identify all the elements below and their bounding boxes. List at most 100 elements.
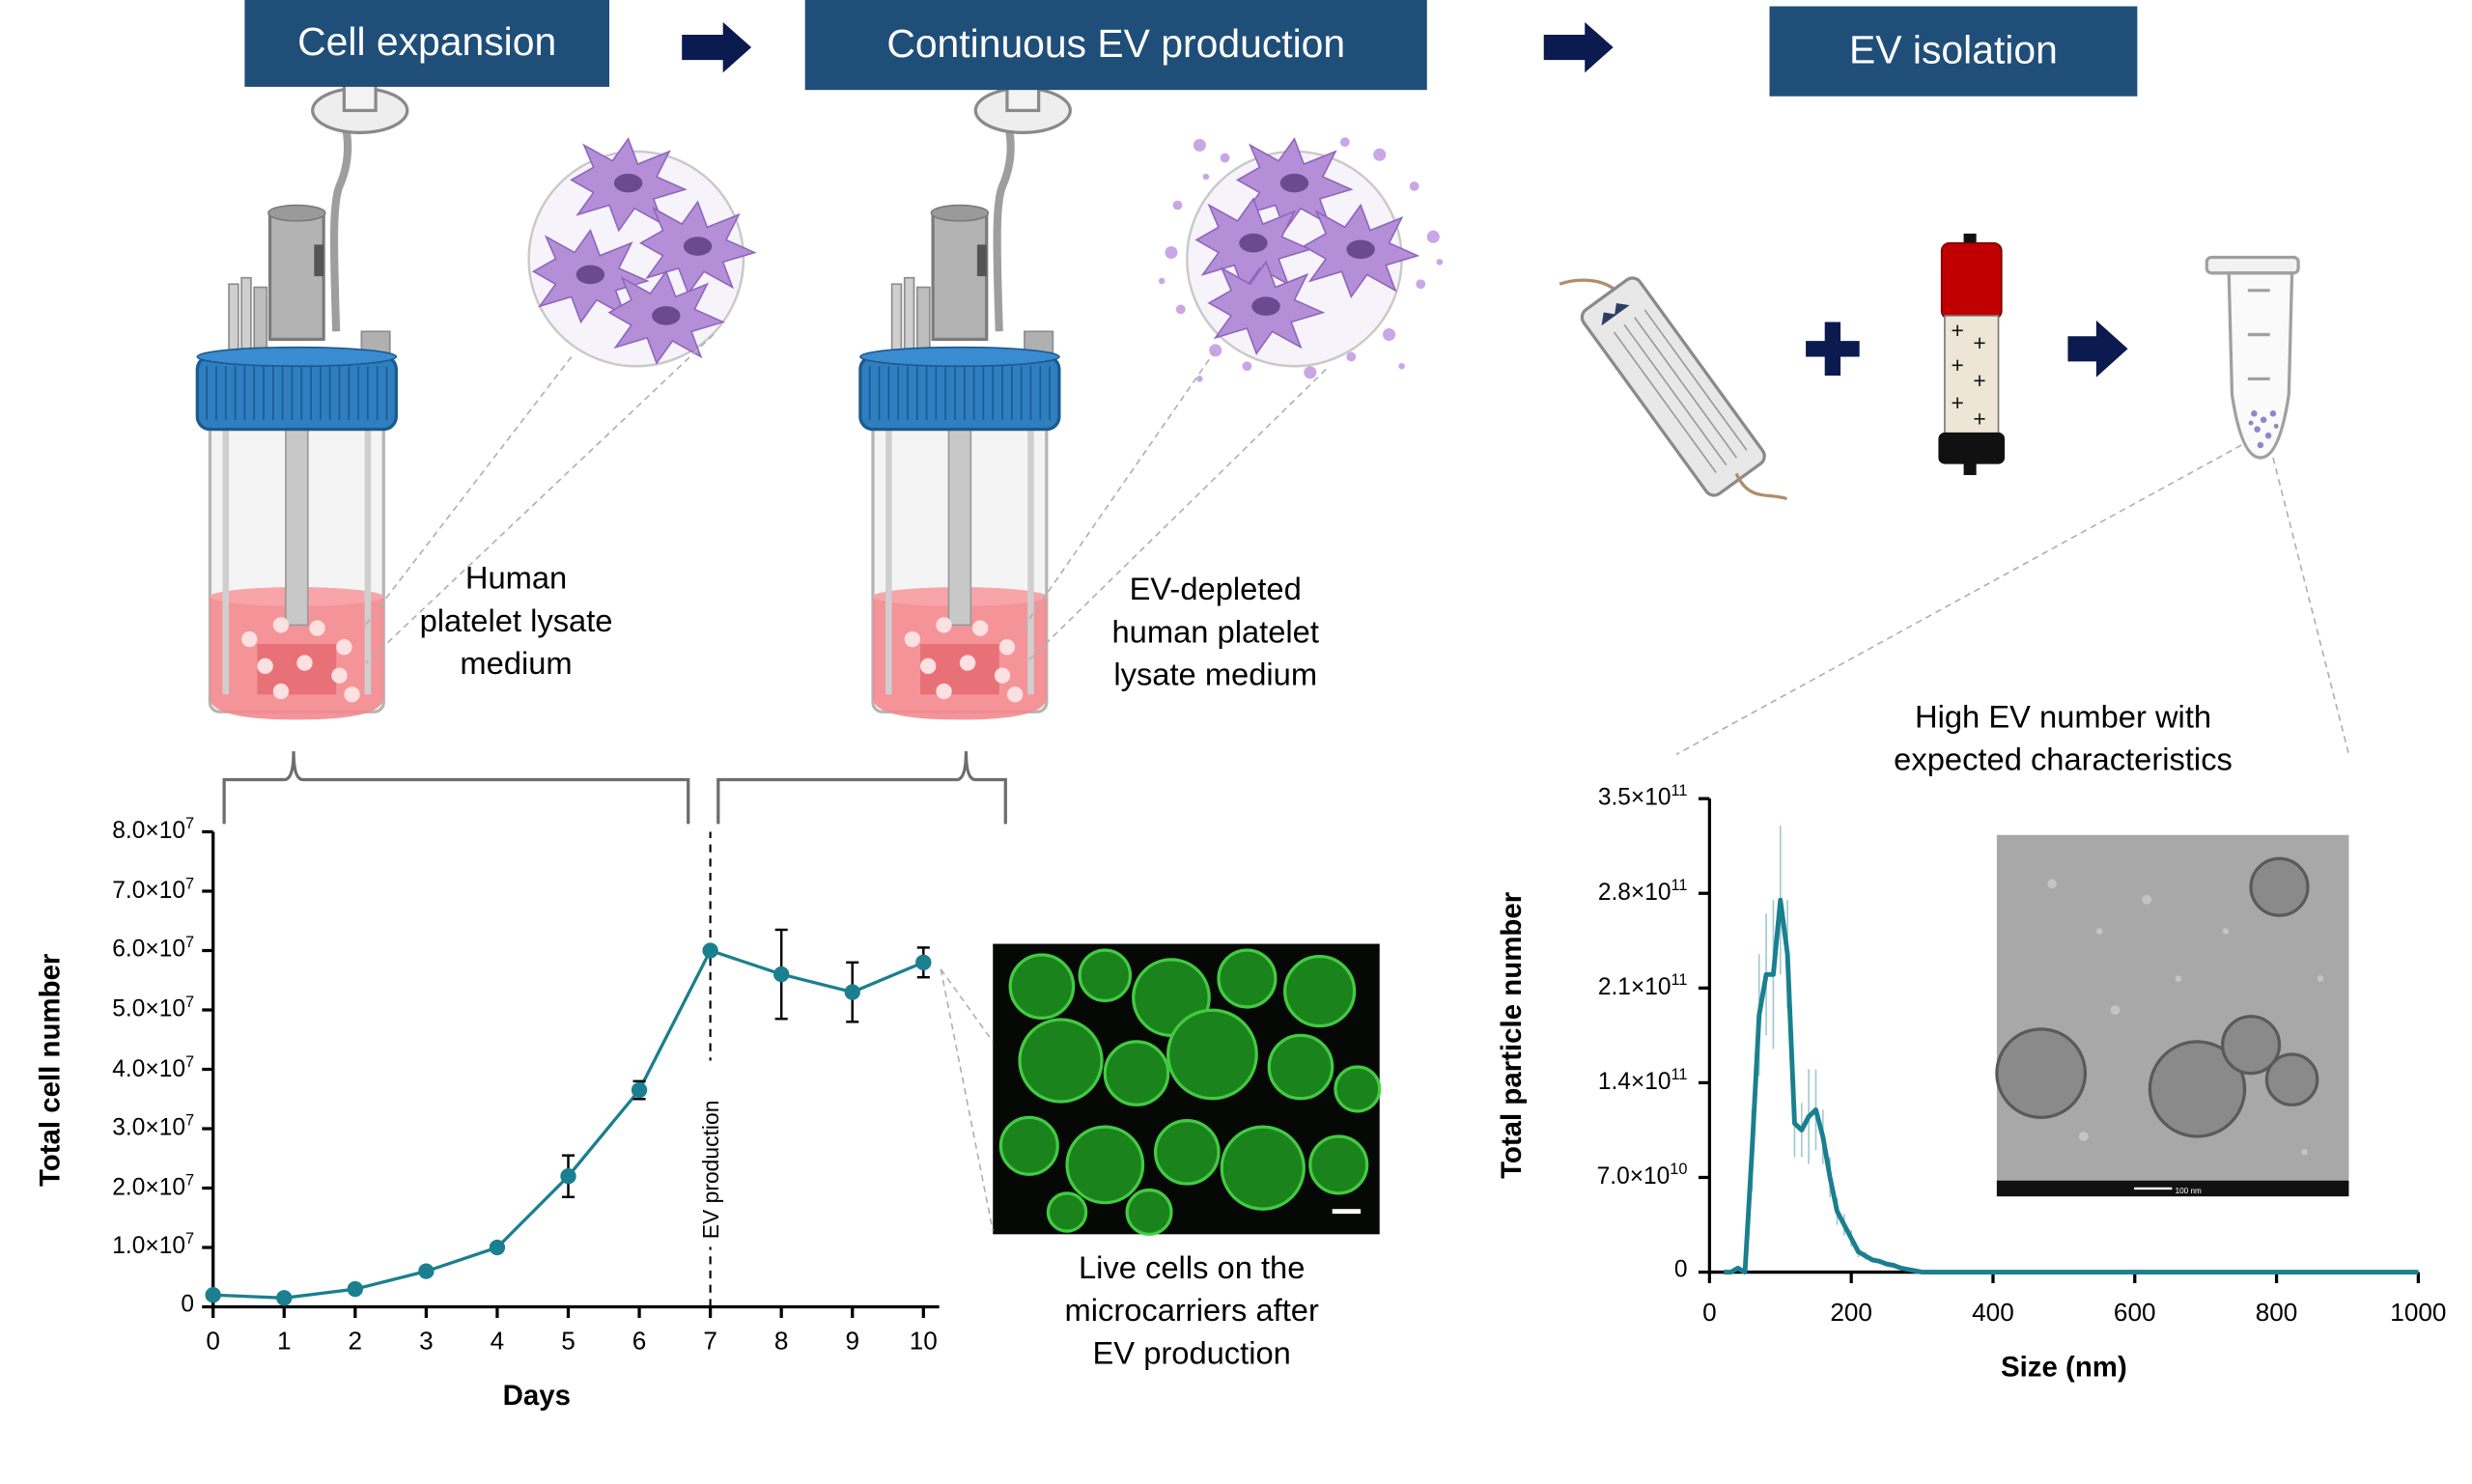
brace-expansion bbox=[222, 751, 690, 825]
tick-mantissa: 1.4×10 bbox=[1597, 1068, 1671, 1096]
step-label: Continuous EV production bbox=[886, 21, 1346, 67]
svg-text:+: + bbox=[1973, 406, 1985, 431]
tick-exponent: 7 bbox=[184, 1231, 195, 1249]
x-tick-label: 3 bbox=[419, 1329, 434, 1357]
series-line bbox=[212, 948, 924, 1300]
x-tick-label: 6 bbox=[632, 1329, 647, 1357]
data-point bbox=[560, 1168, 576, 1185]
svg-text:+: + bbox=[1951, 318, 1963, 343]
tick-exponent: 11 bbox=[1671, 877, 1688, 895]
y-tick-label: 1.0×107 bbox=[20, 1232, 194, 1260]
svg-text:+: + bbox=[1973, 330, 1985, 355]
bioreactor-illustration bbox=[860, 60, 1070, 719]
y-tick-label: 3.0×107 bbox=[20, 1113, 194, 1141]
tick-exponent: 10 bbox=[1670, 1162, 1688, 1180]
step-banner-continuous-production: Continuous EV production bbox=[804, 0, 1427, 91]
tick-mantissa: 2.8×10 bbox=[1597, 879, 1671, 907]
tff-cartridge-illustration bbox=[1559, 276, 1787, 501]
tick-mantissa: 3.5×10 bbox=[1597, 784, 1671, 812]
tick-mantissa: 7.0×10 bbox=[112, 877, 185, 905]
y-tick-label: 2.8×1011 bbox=[1514, 878, 1688, 906]
tem-scalebar-label: 100 nm bbox=[2176, 1187, 2202, 1195]
x-axis-label: Days bbox=[502, 1379, 571, 1412]
live-cells-caption: Live cells on the microcarriers after EV… bbox=[1064, 1251, 1319, 1372]
x-tick-label: 9 bbox=[845, 1329, 860, 1357]
data-point bbox=[489, 1239, 506, 1256]
y-tick-label: 8.0×107 bbox=[20, 816, 194, 844]
x-tick-label: 800 bbox=[2255, 1300, 2298, 1328]
data-point bbox=[347, 1280, 363, 1298]
data-point bbox=[276, 1290, 293, 1306]
cell-growth-chart: EV production bbox=[202, 829, 940, 1318]
ev-production-label: EV production bbox=[698, 1101, 723, 1240]
y-axis-label: Total particle number bbox=[1495, 891, 1528, 1179]
tick-mantissa: 0 bbox=[1673, 1256, 1688, 1284]
data-point bbox=[702, 942, 718, 959]
data-point bbox=[631, 1081, 648, 1099]
y-tick-label: 4.0×107 bbox=[20, 1053, 194, 1081]
x-tick-label: 400 bbox=[1972, 1300, 2014, 1328]
step-label: EV isolation bbox=[1849, 28, 2058, 73]
x-tick-label: 8 bbox=[773, 1329, 789, 1357]
tick-exponent: 11 bbox=[1671, 1067, 1688, 1085]
y-axis-label: Total cell number bbox=[34, 952, 66, 1187]
tick-exponent: 7 bbox=[184, 1112, 195, 1131]
x-tick-label: 600 bbox=[2113, 1300, 2156, 1328]
x-tick-label: 0 bbox=[1702, 1300, 1717, 1328]
tick-exponent: 7 bbox=[184, 816, 195, 834]
svg-text:+: + bbox=[1951, 390, 1963, 415]
y-tick-label: 1.4×1011 bbox=[1514, 1067, 1688, 1095]
tick-mantissa: 2.0×10 bbox=[112, 1173, 185, 1201]
tick-exponent: 7 bbox=[184, 1053, 195, 1072]
x-tick-label: 1 bbox=[276, 1329, 292, 1357]
y-tick-label: 7.0×1010 bbox=[1514, 1162, 1688, 1190]
y-tick-label: 2.1×1011 bbox=[1514, 972, 1688, 1000]
tick-mantissa: 4.0×10 bbox=[112, 1054, 185, 1082]
tick-mantissa: 5.0×10 bbox=[112, 995, 185, 1023]
tube-illustration bbox=[2205, 255, 2300, 460]
depleted-medium-caption: EV-depleted human platelet lysate medium bbox=[1111, 573, 1319, 693]
x-axis-label: Size (nm) bbox=[2000, 1351, 2127, 1383]
tick-exponent: 7 bbox=[184, 994, 195, 1012]
tick-mantissa: 6.0×10 bbox=[112, 936, 185, 964]
ev-particles bbox=[1158, 137, 1444, 382]
x-tick-label: 10 bbox=[909, 1329, 938, 1357]
y-tick-label: 3.5×1011 bbox=[1514, 783, 1688, 811]
medium-caption: Human platelet lysate medium bbox=[419, 561, 613, 683]
tick-mantissa: 7.0×10 bbox=[1596, 1162, 1671, 1190]
step-banner-cell-expansion: Cell expansion bbox=[244, 0, 609, 87]
brace-production bbox=[716, 751, 1007, 825]
plus-icon bbox=[1806, 322, 1860, 377]
tick-exponent: 7 bbox=[184, 935, 195, 953]
data-point bbox=[915, 954, 932, 970]
x-tick-label: 200 bbox=[1830, 1300, 1872, 1328]
tick-exponent: 7 bbox=[184, 1172, 195, 1190]
x-tick-label: 2 bbox=[348, 1329, 363, 1357]
ev-characteristics-caption: High EV number with expected characteris… bbox=[1894, 700, 2233, 778]
tick-mantissa: 1.0×10 bbox=[112, 1233, 185, 1261]
y-tick-label: 0 bbox=[20, 1291, 194, 1318]
arrow-icon bbox=[682, 21, 752, 73]
series-line bbox=[1724, 897, 2419, 1275]
y-tick-label: 0 bbox=[1514, 1256, 1688, 1283]
data-point bbox=[773, 966, 790, 983]
step-banner-isolation: EV isolation bbox=[1769, 6, 2138, 97]
tick-exponent: 11 bbox=[1671, 971, 1688, 990]
step-label: Cell expansion bbox=[297, 20, 557, 66]
x-tick-label: 5 bbox=[561, 1329, 576, 1357]
tick-mantissa: 2.1×10 bbox=[1597, 973, 1671, 1001]
marker-label-background bbox=[695, 1060, 725, 1247]
y-tick-label: 7.0×107 bbox=[20, 876, 194, 904]
data-point bbox=[844, 984, 860, 1000]
tick-mantissa: 8.0×10 bbox=[112, 817, 185, 845]
tick-exponent: 7 bbox=[184, 875, 195, 893]
data-point bbox=[418, 1263, 435, 1279]
tick-exponent: 11 bbox=[1671, 782, 1688, 800]
x-tick-label: 1000 bbox=[2390, 1300, 2447, 1328]
data-point bbox=[205, 1287, 221, 1303]
x-tick-label: 7 bbox=[703, 1329, 717, 1357]
tick-mantissa: 0 bbox=[181, 1291, 195, 1318]
y-tick-label: 6.0×107 bbox=[20, 935, 194, 963]
